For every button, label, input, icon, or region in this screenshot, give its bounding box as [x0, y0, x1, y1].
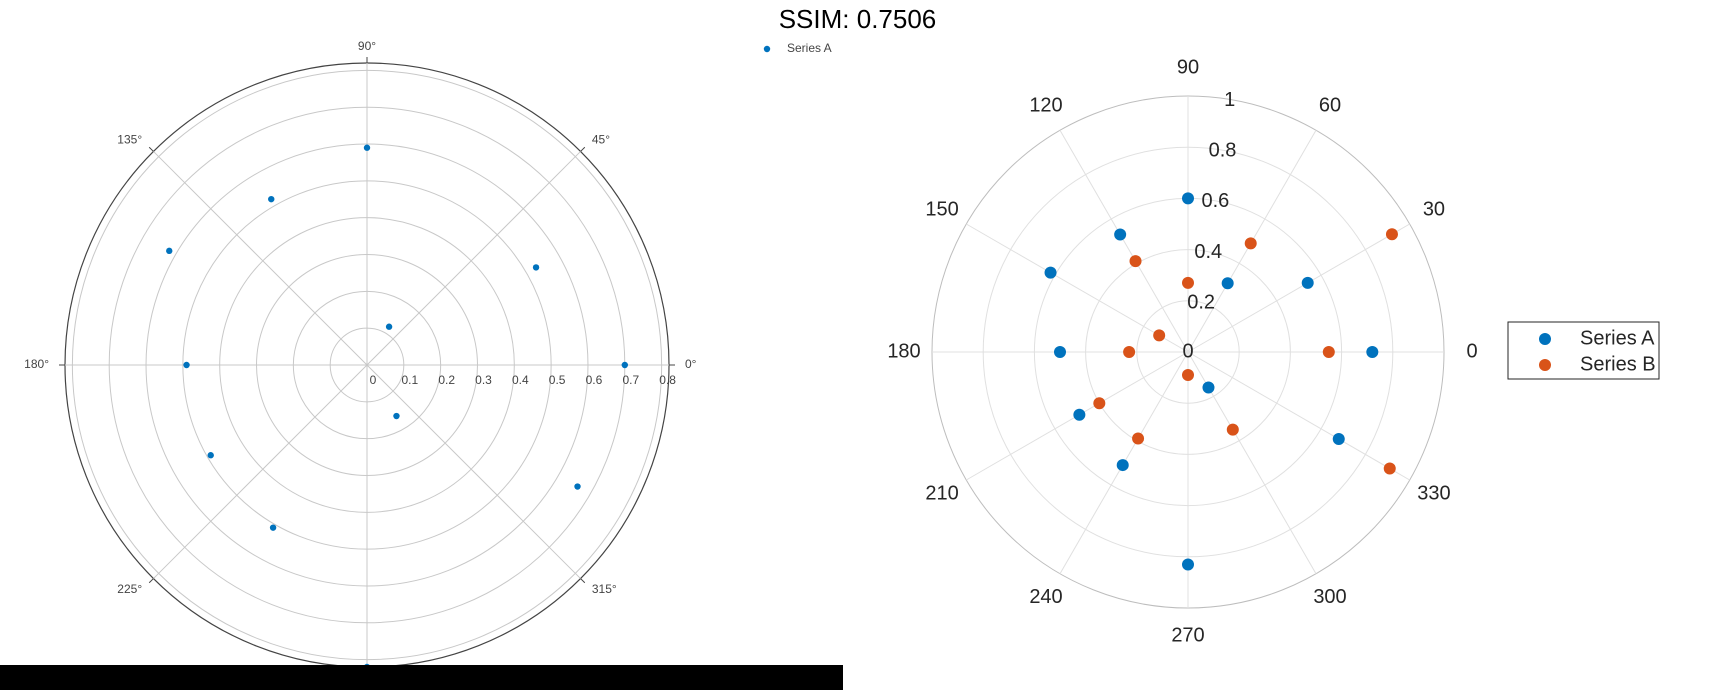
- legend-label-series-b: Series B: [1580, 353, 1656, 375]
- series-b-point: [1093, 397, 1106, 410]
- angular-tick-label: 0: [1466, 340, 1477, 362]
- angular-tick-mark: [148, 578, 154, 584]
- series-a-point: [574, 483, 581, 490]
- series-b-point: [1123, 346, 1136, 358]
- angular-tick-label: 0°: [685, 357, 697, 371]
- radial-tick-label: 0.1: [401, 373, 418, 387]
- series-a-point: [621, 361, 629, 369]
- bottom-black-bar: [0, 665, 843, 690]
- angular-tick-label: 30: [1423, 198, 1445, 220]
- angular-tick-label: 225°: [117, 582, 142, 596]
- series-b-point: [1244, 237, 1257, 250]
- angular-gridline: [1187, 351, 1410, 481]
- angular-tick-label: 60: [1319, 94, 1341, 116]
- angular-tick-label: 270: [1171, 624, 1204, 646]
- angular-tick-label: 150: [925, 198, 958, 220]
- radial-tick-label: 0.2: [438, 373, 455, 387]
- angular-tick-label: 90°: [358, 39, 376, 53]
- angular-gridline: [1059, 130, 1189, 353]
- series-a-point: [1054, 346, 1066, 358]
- series-a-point: [166, 247, 173, 255]
- series-a-point: [207, 452, 214, 459]
- radial-tick-label: 1: [1224, 89, 1235, 111]
- series-b-point: [1322, 346, 1335, 358]
- radial-tick-label: 0.5: [549, 373, 566, 387]
- right-polar-chart: 0 30 60 90 120 150 180 210 240 270 300 330 0 0.2 0.4 0.…: [887, 56, 1660, 646]
- legend-marker-series-b: [1539, 359, 1551, 371]
- figure-title: SSIM: 0.7506: [778, 4, 937, 34]
- angular-tick-label: 45°: [592, 132, 610, 146]
- radial-tick-label: 0.7: [622, 373, 639, 387]
- radial-tick-label: 0.4: [1194, 241, 1222, 263]
- legend-label-series-a: Series A: [787, 41, 832, 55]
- series-b-point: [1182, 276, 1194, 289]
- series-a-point: [1301, 276, 1314, 289]
- radial-tick-label: 0.3: [475, 373, 492, 387]
- angular-tick-label: 315°: [592, 582, 617, 596]
- series-a-point: [1116, 459, 1129, 472]
- angular-tick-label: 90: [1177, 56, 1199, 78]
- series-a-point: [363, 144, 371, 151]
- radial-tick-label: 0.4: [512, 373, 529, 387]
- legend-marker-series-a: [763, 45, 771, 53]
- series-a-point: [269, 524, 277, 531]
- series-a-point: [1182, 192, 1194, 205]
- series-a-point: [1366, 346, 1379, 358]
- angular-tick-label: 300: [1313, 586, 1346, 608]
- series-a-point: [1182, 558, 1194, 571]
- angular-gridline: [366, 364, 581, 579]
- angular-tick-mark: [148, 146, 154, 152]
- radial-tick-label: 0: [370, 373, 377, 387]
- radial-tick-label: 0.8: [659, 373, 676, 387]
- series-b-point: [1383, 462, 1396, 475]
- series-b-point: [1226, 423, 1239, 436]
- right-legend: Series A Series B: [1507, 321, 1660, 380]
- series-a-point: [1114, 228, 1127, 241]
- angular-tick-mark: [580, 146, 586, 152]
- series-a-point: [385, 323, 393, 330]
- series-b-point: [1153, 329, 1166, 342]
- series-a-point: [1073, 408, 1086, 421]
- series-a-point: [393, 412, 400, 420]
- legend-marker-series-a: [1539, 333, 1551, 345]
- angular-tick-label: 120: [1029, 94, 1062, 116]
- angular-tick-label: 180°: [24, 357, 49, 371]
- angular-tick-label: 330: [1417, 482, 1450, 504]
- series-a-point: [268, 195, 275, 203]
- angular-gridline: [1187, 223, 1410, 353]
- series-a-point: [1202, 381, 1215, 394]
- legend-box: [1507, 321, 1660, 380]
- angular-tick-label: 180: [887, 340, 920, 362]
- radial-tick-label: 0.6: [1201, 190, 1229, 212]
- angular-gridline: [966, 223, 1189, 353]
- series-a-point: [1221, 277, 1234, 290]
- radial-tick-label: 0: [1182, 340, 1193, 362]
- angular-gridline: [153, 151, 368, 366]
- series-a-point: [183, 361, 190, 369]
- angular-tick-label: 210: [925, 482, 958, 504]
- series-b-point: [1385, 228, 1398, 241]
- angular-gridline: [366, 151, 581, 366]
- angular-gridline: [153, 364, 368, 579]
- series-b-point: [1129, 255, 1142, 268]
- left-legend: Series A: [763, 41, 832, 55]
- left-polar-chart: 0° 45° 90° 135° 180° 225° 315° 0 0.1 0.2 0.3 0.4 0.5…: [24, 39, 832, 673]
- legend-label-series-a: Series A: [1580, 327, 1655, 349]
- series-b-point: [1182, 369, 1194, 382]
- angular-tick-mark: [580, 578, 586, 584]
- series-a-point: [532, 264, 540, 271]
- angular-tick-label: 135°: [117, 132, 142, 146]
- radial-tick-label: 0.8: [1209, 139, 1237, 161]
- angular-tick-label: 240: [1029, 586, 1062, 608]
- series-a-point: [1332, 433, 1345, 446]
- series-b-point: [1132, 432, 1145, 445]
- radial-tick-label: 0.6: [586, 373, 603, 387]
- series-a-point: [1044, 266, 1057, 279]
- radial-tick-label: 0.2: [1187, 292, 1215, 314]
